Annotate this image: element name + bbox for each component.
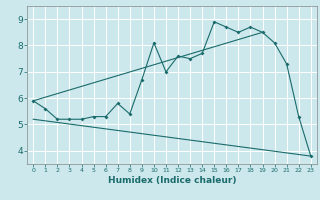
X-axis label: Humidex (Indice chaleur): Humidex (Indice chaleur) bbox=[108, 176, 236, 185]
